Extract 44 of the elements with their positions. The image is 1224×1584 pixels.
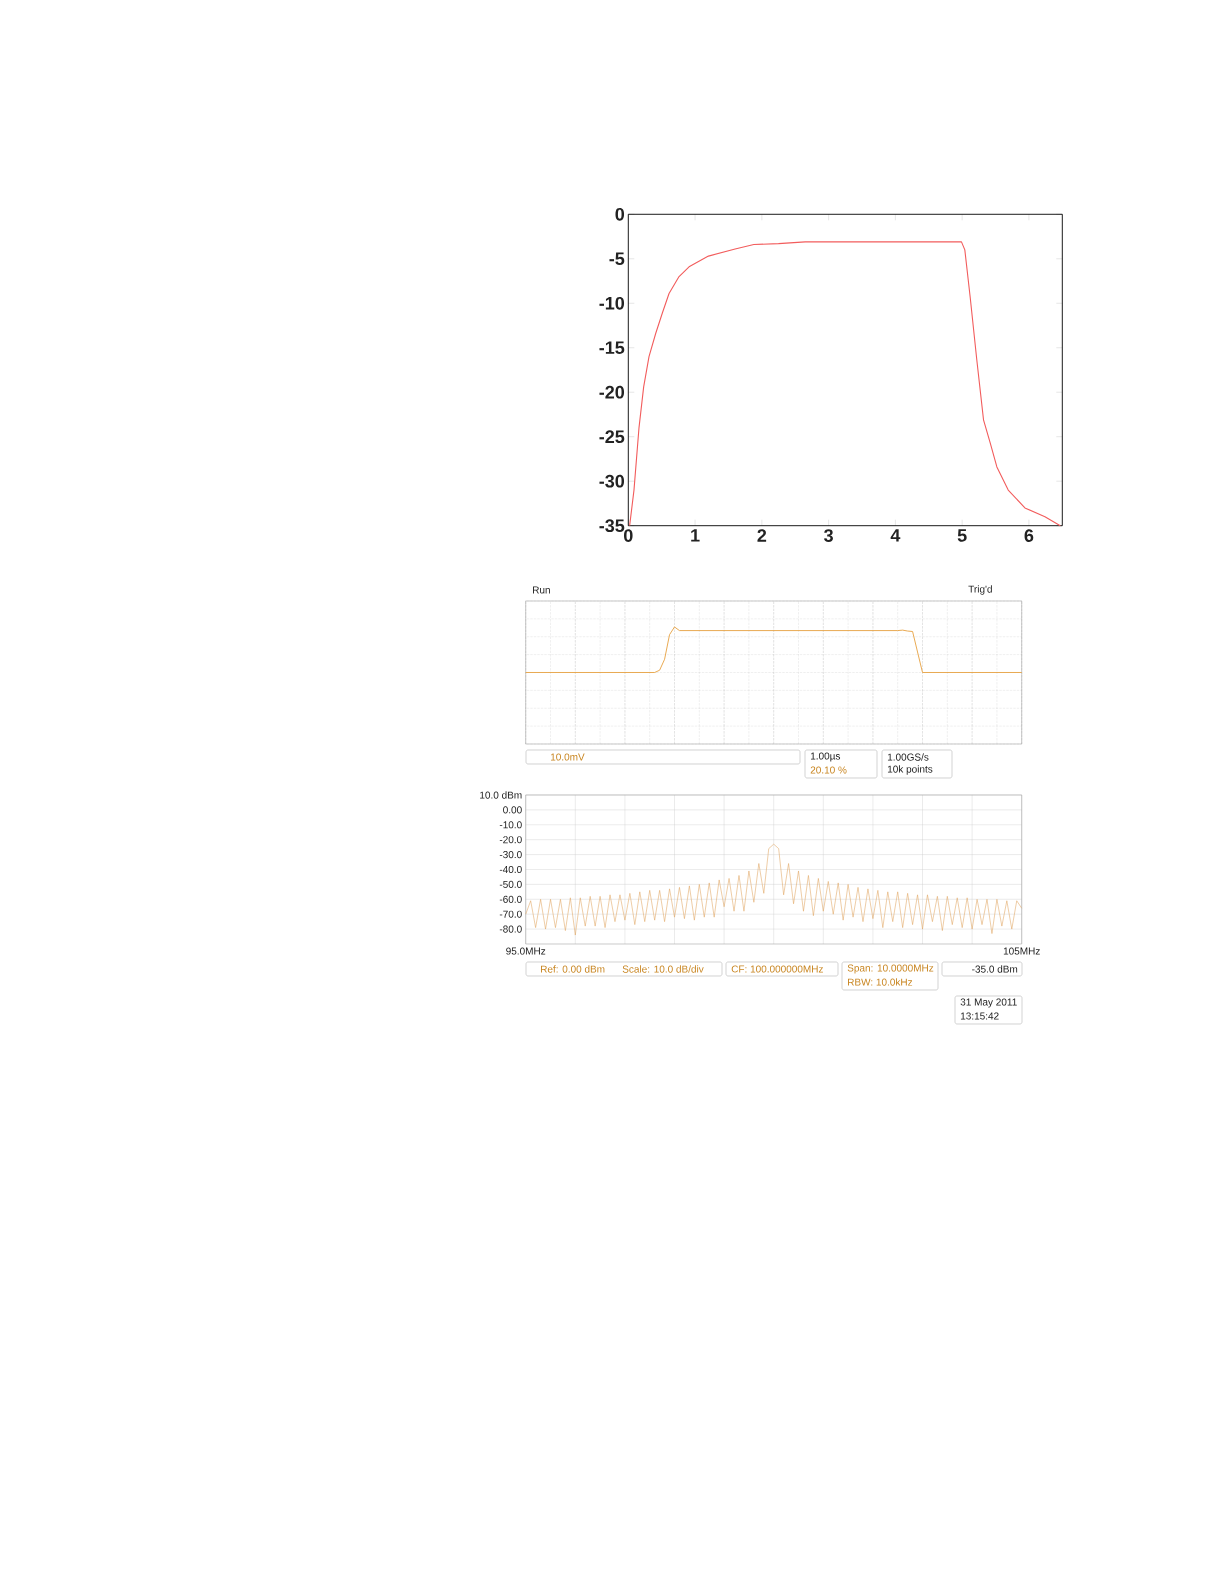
- x-tick-label: 1: [691, 529, 700, 542]
- text: 1.00GS/s: [887, 753, 929, 761]
- y-tick-label: -35: [599, 519, 625, 533]
- y-tick-label: -80.0: [499, 925, 522, 933]
- text: 10.0mV: [550, 753, 585, 761]
- x-tick-label: 6: [1024, 529, 1034, 542]
- y-tick-label: -60.0: [499, 895, 522, 903]
- y-tick-label: -40.0: [499, 865, 522, 874]
- text: Scale: 10.0 dB/div: [622, 965, 704, 973]
- y-tick-label: -20: [599, 385, 625, 399]
- text: Trig'd: [968, 585, 992, 595]
- text: Run: [533, 586, 550, 594]
- y-tick-label: -20.0: [499, 836, 522, 844]
- text: 10k points: [887, 765, 933, 775]
- y-tick-label: -30: [599, 474, 625, 488]
- text: -35.0 dBm: [972, 965, 1018, 973]
- y-tick-label: -10: [599, 296, 625, 310]
- y-tick-label: -10.0: [499, 821, 522, 829]
- text: Ref: 0.00 dBm: [541, 965, 605, 973]
- y-tick-label: 0.00: [503, 806, 522, 814]
- y-tick-label: 10.0 dBm: [480, 791, 522, 799]
- text: RBW: 10.0kHz: [848, 978, 913, 986]
- text: 1.00µs: [810, 752, 841, 762]
- x-tick-label: 3: [824, 529, 833, 542]
- y-tick-label: 0: [615, 207, 625, 221]
- y-tick-label: -30.0: [499, 851, 522, 859]
- line-series: [525, 843, 1022, 936]
- y-tick-label: -50.0: [499, 880, 522, 888]
- text: CF: 100.000000MHz: [731, 965, 823, 973]
- text: 20.10 %: [810, 766, 847, 774]
- x-tick-label: 2: [757, 529, 767, 542]
- y-tick-label: -5: [609, 252, 625, 266]
- text: 13:15:42: [960, 1012, 999, 1020]
- y-tick-label: -25: [599, 430, 625, 444]
- y-tick-label: -15: [599, 341, 625, 355]
- x-tick-label: 5: [957, 529, 967, 542]
- text: Span: 10.0000MHz: [847, 964, 934, 974]
- x-tick-label: 0: [624, 529, 633, 542]
- text: 31 May 2011: [960, 998, 1017, 1008]
- y-tick-label: -70.0: [499, 910, 522, 918]
- x-tick-label: 95.0MHz: [506, 947, 546, 955]
- line-series: [629, 241, 1061, 527]
- x-tick-label: 4: [890, 529, 901, 542]
- x-tick-label: 105MHz: [1003, 947, 1040, 955]
